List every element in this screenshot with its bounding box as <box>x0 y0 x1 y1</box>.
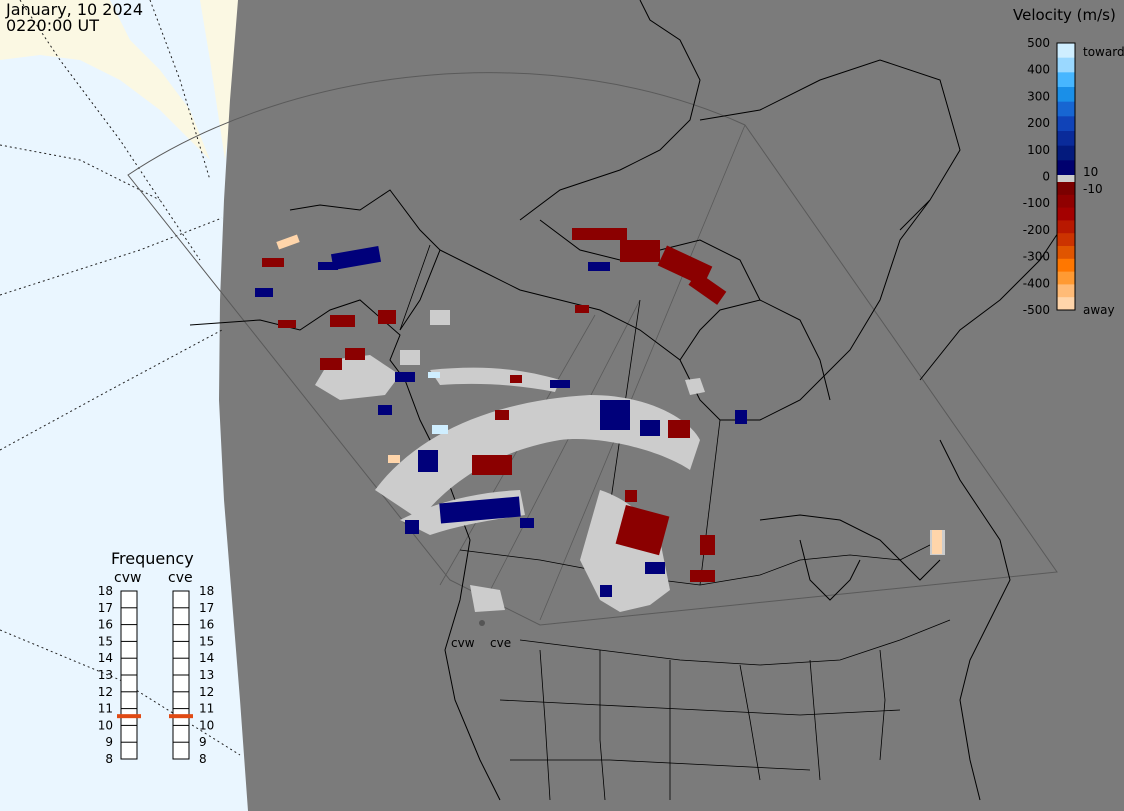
colorbar-segment-away <box>1057 297 1075 311</box>
velocity-toward <box>255 245 747 597</box>
colorbar-segment-away <box>1057 284 1075 298</box>
frequency-marker-cvw <box>117 714 141 719</box>
colorbar-segment-toward <box>1057 87 1075 103</box>
time-label: 0220:00 UT <box>6 16 100 35</box>
frequency-tick-right: 12 <box>199 685 214 699</box>
velocity-fast-toward <box>428 372 448 434</box>
colorbar-frame <box>1056 42 1076 311</box>
frequency-title: Frequency <box>111 549 194 568</box>
freq-radar-label-cvw: cvw <box>114 570 142 586</box>
date-label: January, 10 2024 <box>6 0 143 19</box>
colorbar-segment-toward <box>1057 131 1075 147</box>
radar-fov-outline <box>127 72 1058 626</box>
radar-sites: cvw cve <box>451 620 511 650</box>
velocity-fast-away <box>276 234 942 554</box>
frequency-tick-right: 11 <box>199 702 214 716</box>
colorbar-plus-label: 10 <box>1083 165 1098 179</box>
frequency-tick-left: 13 <box>98 668 113 682</box>
frequency-tick-right: 15 <box>199 634 214 648</box>
frequency-tick-right: 18 <box>199 584 214 598</box>
site-label-cvw: cvw <box>451 636 475 650</box>
frequency-marker-cve <box>169 714 193 719</box>
colorbar-segment-away <box>1057 207 1075 221</box>
velocity-title: Velocity (m/s) <box>1013 6 1116 24</box>
colorbar-tick-label: 100 <box>1027 143 1050 157</box>
colorbar-tick-label: -300 <box>1023 250 1050 264</box>
frequency-tick-right: 13 <box>199 668 214 682</box>
colorbar-tick-label: -100 <box>1023 196 1050 210</box>
frequency-tick-right: 17 <box>199 601 214 615</box>
colorbar-segment-toward <box>1057 43 1075 59</box>
frequency-tick-right: 8 <box>199 752 207 766</box>
freq-radar-label-cve: cve <box>168 570 193 586</box>
colorbar-away-label: away <box>1083 303 1115 317</box>
colorbar-tick-label: 300 <box>1027 89 1050 103</box>
frequency-tick-right: 16 <box>199 618 214 632</box>
velocity-colorbar: 500 400 300 200 100 0 -100 -200 -300 -400 -500 towa… <box>1023 36 1124 317</box>
radar-site-cvw <box>479 620 485 626</box>
colorbar-tick-label: 400 <box>1027 63 1050 77</box>
frequency-tick-left: 12 <box>98 685 113 699</box>
colorbar-tick-label: 200 <box>1027 116 1050 130</box>
frequency-tick-left: 17 <box>98 601 113 615</box>
colorbar-segment-away <box>1057 258 1075 273</box>
colorbar-segment-away <box>1057 182 1075 196</box>
colorbar-tick-label: 500 <box>1027 36 1050 50</box>
frequency-tick-left: 14 <box>98 651 113 665</box>
colorbar-segment-away <box>1057 246 1075 260</box>
colorbar-segment-zero <box>1057 175 1075 182</box>
frequency-tick-left: 9 <box>105 735 113 749</box>
colorbar-tick-label: -500 <box>1023 303 1050 317</box>
frequency-tick-right: 10 <box>199 718 214 732</box>
frequency-tick-left: 8 <box>105 752 113 766</box>
colorbar-segment-toward <box>1057 145 1075 161</box>
graticule-lines <box>0 0 241 756</box>
frequency-tick-left: 15 <box>98 634 113 648</box>
colorbar-segment-away <box>1057 194 1075 209</box>
colorbar-minus-label: -10 <box>1083 182 1103 196</box>
frequency-tick-left: 16 <box>98 618 113 632</box>
colorbar-segment-away <box>1057 220 1075 234</box>
pole-ice-region <box>0 0 240 160</box>
colorbar-segment-toward <box>1057 57 1075 73</box>
velocity-away <box>262 228 727 582</box>
frequency-tick-left: 11 <box>98 702 113 716</box>
frequency-meters: 18 18 17 17 16 16 15 15 14 14 13 13 12 12 11 11 10 10 9 9 8 8 <box>98 584 215 766</box>
night-region <box>219 0 1124 811</box>
colorbar-toward-label: toward <box>1083 45 1124 59</box>
colorbar-segment-away <box>1057 271 1075 285</box>
frequency-tick-right: 14 <box>199 651 214 665</box>
frequency-tick-right: 9 <box>199 735 207 749</box>
colorbar-segment-toward <box>1057 101 1075 117</box>
frequency-tick-left: 10 <box>98 718 113 732</box>
colorbar-segment-away <box>1057 233 1075 247</box>
colorbar-segment-toward <box>1057 72 1075 88</box>
colorbar-tick-label: -400 <box>1023 276 1050 290</box>
colorbar-segment-toward <box>1057 160 1075 176</box>
site-label-cve: cve <box>490 636 511 650</box>
colorbar-tick-label: 0 <box>1042 170 1050 184</box>
colorbar-segment-toward <box>1057 116 1075 132</box>
colorbar-tick-label: -200 <box>1023 223 1050 237</box>
frequency-tick-left: 18 <box>98 584 113 598</box>
